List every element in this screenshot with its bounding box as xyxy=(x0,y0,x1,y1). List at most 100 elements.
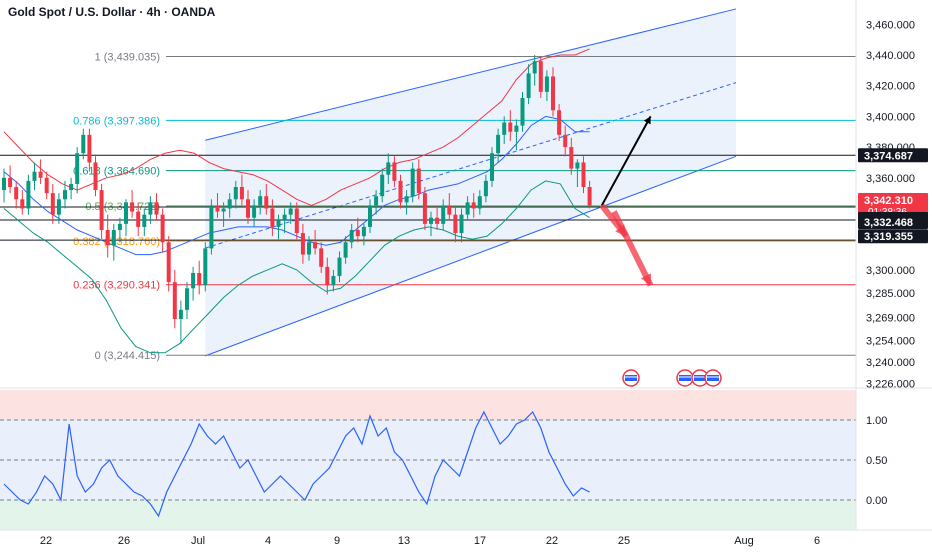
candle-body xyxy=(544,76,549,92)
candle xyxy=(63,180,67,209)
candle xyxy=(337,251,342,283)
rsi-axis-tick: 1.00 xyxy=(866,415,887,427)
candle xyxy=(471,193,476,218)
candle-body xyxy=(14,187,19,200)
price-axis-tick: 3,269.000 xyxy=(866,312,915,324)
candle-body xyxy=(490,153,494,181)
candle xyxy=(166,236,171,292)
us-flag-icon[interactable] xyxy=(704,369,722,387)
time-axis-tick: 9 xyxy=(334,535,340,547)
candle xyxy=(526,64,531,105)
candle xyxy=(532,55,537,86)
price-axis-tick: 3,300.000 xyxy=(866,265,915,277)
price-tag-label: 3,342.310 xyxy=(864,195,913,207)
candle-body xyxy=(160,214,165,243)
rsi-overbought-zone xyxy=(0,390,856,420)
candle-body xyxy=(587,187,592,206)
candle-body xyxy=(93,162,98,191)
candle-body xyxy=(252,205,257,218)
candle xyxy=(111,223,116,261)
candle-body xyxy=(75,153,80,184)
candle-body xyxy=(191,272,196,289)
us-flag-icon[interactable] xyxy=(622,369,640,387)
candle-body xyxy=(81,134,86,154)
candle xyxy=(380,168,385,203)
price-axis-tick: 3,440.000 xyxy=(866,50,915,62)
candle-body xyxy=(130,202,135,212)
candle-body xyxy=(142,214,147,227)
candle-body xyxy=(197,272,202,286)
candle-body xyxy=(294,208,299,234)
candle xyxy=(300,223,305,264)
candle-body xyxy=(209,205,214,249)
candle-body xyxy=(288,208,293,215)
rsi-oversold-zone xyxy=(0,500,856,530)
candle-body xyxy=(178,309,183,320)
us-flag-icon[interactable] xyxy=(676,369,694,387)
candle-body xyxy=(172,282,177,320)
candle-body xyxy=(105,229,110,246)
candle xyxy=(392,156,397,188)
fib-level-label: 1 (3,439.035) xyxy=(95,51,160,63)
candle-body xyxy=(441,205,446,224)
candle-body xyxy=(496,134,501,154)
candle xyxy=(294,202,299,240)
candle xyxy=(282,208,287,234)
candle-body xyxy=(44,177,49,194)
candle xyxy=(319,242,324,273)
candle xyxy=(130,190,135,218)
candle xyxy=(215,193,220,218)
candle-body xyxy=(404,196,409,203)
candle-body xyxy=(319,248,324,267)
candle-body xyxy=(87,134,92,163)
candle-body xyxy=(386,162,391,175)
candle-body xyxy=(526,73,531,98)
price-axis-tick: 3,400.000 xyxy=(866,111,915,123)
candle xyxy=(136,202,141,237)
candle-body xyxy=(459,214,464,234)
candle xyxy=(313,229,318,255)
price-axis-tick: 3,226.000 xyxy=(866,378,915,390)
channel-upper-line xyxy=(205,8,737,141)
candle xyxy=(410,162,415,203)
candle-body xyxy=(239,187,244,200)
candle xyxy=(227,193,232,218)
candle xyxy=(246,190,250,224)
candle-body xyxy=(136,211,141,227)
candle xyxy=(459,208,464,243)
forecast-arrow-up xyxy=(600,115,652,206)
candle-body xyxy=(32,171,37,181)
candle xyxy=(429,211,433,237)
fib-level-label: 0.382 (3,318.760) xyxy=(73,236,160,248)
candle-body xyxy=(215,205,220,212)
fib-level-label: 0.236 (3,290.341) xyxy=(73,280,160,292)
candle xyxy=(252,199,257,227)
candle xyxy=(209,199,214,255)
rsi-axis-tick: 0.50 xyxy=(866,455,887,467)
candle xyxy=(81,128,86,160)
candle xyxy=(14,180,19,209)
candle-body xyxy=(117,223,122,230)
candle xyxy=(38,159,43,184)
candle-body xyxy=(313,242,318,249)
candle xyxy=(569,137,574,175)
forecast-arrowhead xyxy=(640,273,652,286)
channel-lower-line xyxy=(205,155,737,357)
fib-level-label: 0.786 (3,397.386) xyxy=(73,115,160,127)
candle xyxy=(325,257,330,295)
candle xyxy=(99,183,104,240)
candle-body xyxy=(337,257,342,277)
candle xyxy=(447,193,452,221)
candle xyxy=(117,217,122,243)
price-tag: 3,332.468 xyxy=(858,215,928,230)
candle xyxy=(587,180,592,209)
candle xyxy=(2,168,6,203)
candle-body xyxy=(185,288,189,310)
candle xyxy=(496,128,501,163)
candle xyxy=(398,174,403,209)
candle xyxy=(349,223,354,249)
candle-body xyxy=(349,229,354,243)
candle-body xyxy=(325,266,330,286)
candle-body xyxy=(258,196,263,206)
